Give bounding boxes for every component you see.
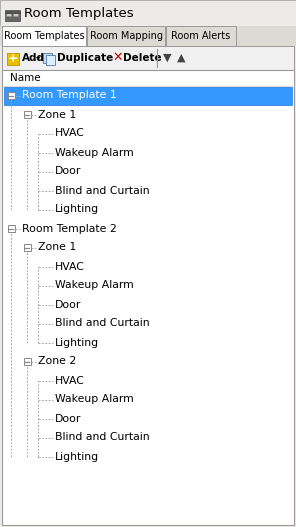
Bar [23, 111, 30, 118]
Text: HVAC: HVAC [55, 376, 85, 385]
Text: Delete: Delete [123, 53, 162, 63]
Bar [2, 70, 294, 525]
Bar [4, 86, 292, 104]
Bar [0, 0, 296, 26]
Text: ✕: ✕ [112, 51, 123, 64]
Text: Add: Add [22, 53, 45, 63]
Text: Door: Door [55, 414, 81, 424]
Text: +: + [8, 52, 18, 64]
Text: ▾: ▾ [36, 54, 40, 63]
Text: Room Template 2: Room Template 2 [22, 223, 117, 233]
Text: Zone 2: Zone 2 [38, 356, 76, 366]
Text: Door: Door [55, 167, 81, 177]
Bar [43, 53, 52, 63]
Bar [7, 53, 19, 65]
Text: ▲: ▲ [177, 53, 186, 63]
Bar [5, 10, 20, 13]
Bar [46, 55, 55, 65]
Bar [13, 13, 18, 16]
Bar [2, 26, 86, 46]
Text: Zone 1: Zone 1 [38, 110, 76, 120]
Text: Room Alerts: Room Alerts [171, 31, 231, 41]
Text: HVAC: HVAC [55, 261, 85, 271]
Bar [0, 26, 296, 46]
Bar [7, 92, 15, 99]
Bar [2, 46, 294, 70]
Bar [23, 358, 30, 365]
Text: Room Templates: Room Templates [4, 31, 84, 41]
Bar [166, 26, 236, 46]
Text: Name: Name [10, 73, 41, 83]
Text: Lighting: Lighting [55, 337, 99, 347]
Text: Blind and Curtain: Blind and Curtain [55, 186, 149, 196]
Text: Lighting: Lighting [55, 204, 99, 214]
Bar [5, 12, 20, 21]
Text: Blind and Curtain: Blind and Curtain [55, 318, 149, 328]
Text: Duplicate: Duplicate [57, 53, 113, 63]
Text: Room Mapping: Room Mapping [89, 31, 163, 41]
Bar [23, 244, 30, 251]
Text: Room Templates: Room Templates [24, 6, 133, 19]
Text: Door: Door [55, 299, 81, 309]
Bar [6, 13, 11, 16]
Text: Room Template 1: Room Template 1 [22, 91, 117, 101]
Text: Wakeup Alarm: Wakeup Alarm [55, 280, 134, 290]
Text: Blind and Curtain: Blind and Curtain [55, 433, 149, 443]
Text: Wakeup Alarm: Wakeup Alarm [55, 395, 134, 405]
Text: HVAC: HVAC [55, 129, 85, 139]
Text: ▼: ▼ [163, 53, 171, 63]
Bar [7, 225, 15, 232]
Text: Wakeup Alarm: Wakeup Alarm [55, 148, 134, 158]
Bar [87, 26, 165, 46]
Text: Zone 1: Zone 1 [38, 242, 76, 252]
Text: Lighting: Lighting [55, 452, 99, 462]
